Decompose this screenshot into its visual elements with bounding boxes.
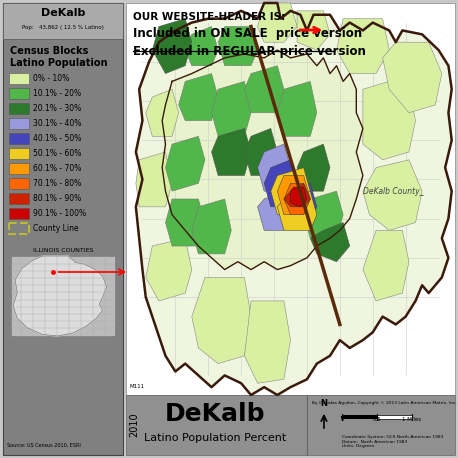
Text: Included in ON SALE  price version: Included in ON SALE price version	[132, 27, 362, 40]
Polygon shape	[337, 19, 389, 74]
Polygon shape	[136, 3, 452, 395]
Bar	[3, 3, 123, 39]
Text: ILLINOIS COUNTIES: ILLINOIS COUNTIES	[33, 247, 93, 252]
Polygon shape	[310, 223, 350, 262]
Bar	[9, 73, 29, 84]
Bar	[9, 103, 29, 114]
Polygon shape	[245, 65, 284, 113]
Polygon shape	[218, 27, 257, 65]
Bar	[9, 193, 29, 204]
Text: Pop:   43,862 ( 12.5 % Latino): Pop: 43,862 ( 12.5 % Latino)	[22, 24, 104, 29]
Bar	[9, 118, 29, 129]
Polygon shape	[264, 160, 297, 207]
Bar	[11, 256, 115, 336]
Text: M111: M111	[129, 384, 144, 389]
Polygon shape	[278, 82, 317, 136]
Text: Census Blocks: Census Blocks	[10, 46, 88, 56]
Polygon shape	[179, 74, 218, 120]
Bar	[342, 415, 377, 419]
Polygon shape	[271, 168, 310, 215]
Text: Coordinate System: GCS North American 1983
Datum:  North American 1983
Units: De: Coordinate System: GCS North American 19…	[342, 435, 443, 448]
Text: 60.1% - 70%: 60.1% - 70%	[33, 164, 82, 173]
Text: 0% - 10%: 0% - 10%	[33, 74, 69, 83]
Bar	[9, 223, 29, 234]
Text: 50.1% - 60%: 50.1% - 60%	[33, 149, 82, 158]
Bar	[377, 415, 412, 419]
Text: DeKalb: DeKalb	[41, 8, 85, 18]
Polygon shape	[212, 82, 251, 136]
Polygon shape	[278, 191, 317, 230]
Text: N: N	[321, 399, 327, 408]
Text: Excluded in REGULAR price version: Excluded in REGULAR price version	[132, 44, 365, 58]
Polygon shape	[185, 27, 218, 65]
Text: 80.1% - 90%: 80.1% - 90%	[33, 194, 81, 203]
Polygon shape	[146, 89, 179, 136]
Text: 2010: 2010	[129, 413, 139, 437]
Polygon shape	[192, 199, 231, 254]
Text: County Line: County Line	[33, 224, 79, 233]
Text: 0.5: 0.5	[372, 417, 382, 422]
Text: DeKalb: DeKalb	[164, 402, 265, 426]
Polygon shape	[146, 238, 192, 301]
Bar	[126, 3, 455, 395]
Text: Source: US Census 2010, ESRI: Source: US Census 2010, ESRI	[7, 442, 81, 447]
Polygon shape	[165, 136, 205, 191]
Text: 30.1% - 40%: 30.1% - 40%	[33, 119, 82, 128]
Polygon shape	[297, 11, 330, 50]
Text: 40.1% - 50%: 40.1% - 50%	[33, 134, 82, 143]
Polygon shape	[162, 50, 363, 270]
Text: 70.1% - 80%: 70.1% - 80%	[33, 179, 81, 188]
Text: 0: 0	[340, 417, 344, 422]
Text: By Oneidas Aguilon, Copyright © 2013 Latin American Matrix, Inc.: By Oneidas Aguilon, Copyright © 2013 Lat…	[312, 401, 457, 405]
Bar	[9, 133, 29, 144]
Text: Latino Population Percent: Latino Population Percent	[144, 433, 286, 443]
Bar	[9, 163, 29, 174]
Bar	[9, 88, 29, 99]
Polygon shape	[245, 128, 278, 175]
Polygon shape	[212, 128, 251, 175]
Polygon shape	[297, 144, 330, 191]
Polygon shape	[165, 199, 205, 246]
Polygon shape	[192, 278, 251, 364]
Polygon shape	[278, 168, 310, 215]
Bar	[126, 395, 455, 455]
Bar	[9, 148, 29, 159]
Polygon shape	[363, 82, 415, 160]
Bar	[9, 208, 29, 219]
Text: Latino Population: Latino Population	[10, 58, 108, 68]
Text: 10.1% - 20%: 10.1% - 20%	[33, 89, 81, 98]
Bar	[3, 3, 123, 455]
Polygon shape	[304, 191, 343, 238]
Polygon shape	[363, 160, 422, 230]
Polygon shape	[257, 144, 290, 191]
Polygon shape	[290, 187, 307, 207]
Text: 20.1% - 30%: 20.1% - 30%	[33, 104, 81, 113]
Polygon shape	[136, 152, 172, 207]
Text: 90.1% - 100%: 90.1% - 100%	[33, 209, 86, 218]
Polygon shape	[278, 175, 310, 215]
Polygon shape	[153, 19, 192, 74]
Text: DeKalb County_: DeKalb County_	[363, 187, 423, 196]
Polygon shape	[13, 256, 107, 336]
Polygon shape	[284, 183, 310, 215]
Text: 1 Miles: 1 Miles	[403, 417, 421, 422]
Bar	[9, 178, 29, 189]
Polygon shape	[284, 183, 317, 223]
Polygon shape	[257, 3, 297, 42]
Polygon shape	[284, 183, 310, 207]
Polygon shape	[382, 42, 442, 113]
Polygon shape	[257, 191, 290, 230]
Polygon shape	[363, 230, 409, 301]
Text: OUR WEBSITE-HEADER IS:: OUR WEBSITE-HEADER IS:	[132, 12, 285, 22]
Polygon shape	[245, 301, 290, 383]
